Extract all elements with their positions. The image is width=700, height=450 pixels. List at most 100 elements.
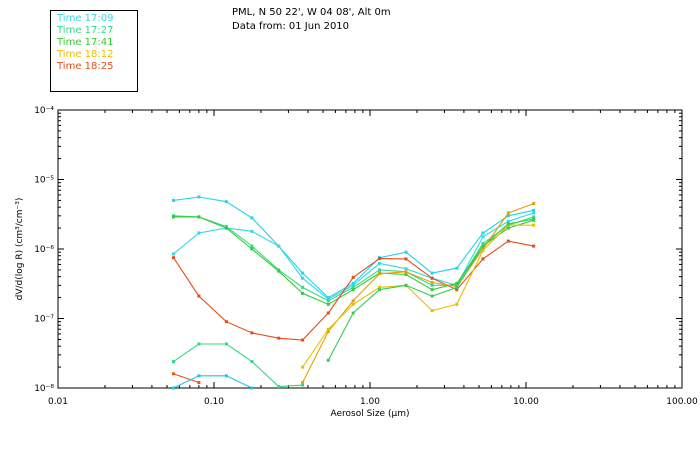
x-tick-label: 0.10 <box>204 397 224 407</box>
data-point <box>197 381 201 384</box>
y-tick-label: 10⁻⁶ <box>34 245 54 255</box>
series-line-5 <box>173 373 200 384</box>
data-point <box>224 342 228 346</box>
data-point <box>378 261 381 265</box>
data-point <box>326 299 330 303</box>
data-point <box>197 294 201 298</box>
data-point <box>224 320 228 324</box>
legend-entry-1727: Time 17:27 <box>57 25 114 36</box>
data-point <box>351 302 355 306</box>
x-tick-label: 100.00 <box>666 397 698 407</box>
data-point <box>277 244 281 248</box>
data-point <box>532 223 536 227</box>
data-point <box>404 270 408 274</box>
data-point <box>250 331 254 335</box>
data-point <box>197 215 201 219</box>
data-point <box>430 294 434 298</box>
data-point <box>481 244 485 248</box>
data-point <box>532 244 536 248</box>
data-point <box>224 226 228 230</box>
data-point <box>250 386 254 390</box>
data-point <box>404 267 408 271</box>
data-point <box>430 281 434 284</box>
data-point <box>197 374 201 378</box>
data-point <box>506 226 510 230</box>
plot-frame <box>57 109 683 389</box>
data-point <box>455 288 459 292</box>
y-tick-label: 10⁻⁴ <box>34 106 54 116</box>
data-point <box>404 283 408 287</box>
data-point <box>277 269 281 273</box>
data-point <box>455 285 459 289</box>
data-point <box>224 200 228 204</box>
data-point <box>430 309 434 313</box>
data-point <box>301 291 305 295</box>
data-point <box>378 272 381 276</box>
y-tick-label: 10⁻⁸ <box>34 384 54 394</box>
data-point <box>326 297 330 301</box>
data-point <box>506 219 510 223</box>
data-point <box>250 244 254 248</box>
data-point <box>326 311 330 315</box>
data-point <box>326 330 330 333</box>
data-point <box>430 283 434 287</box>
legend-entry-1741: Time 17:41 <box>57 37 114 48</box>
series-line-7 <box>173 375 253 389</box>
data-point <box>430 288 434 292</box>
data-point <box>301 285 305 289</box>
data-point <box>197 342 201 346</box>
data-point <box>351 283 355 287</box>
x-tick-label: 0.01 <box>48 397 68 407</box>
data-point <box>351 299 355 303</box>
data-point <box>172 360 175 364</box>
data-point <box>378 257 381 260</box>
data-point <box>455 302 459 306</box>
data-point <box>250 229 254 233</box>
data-point <box>326 302 330 306</box>
data-point <box>481 257 485 261</box>
data-point <box>532 215 536 219</box>
x-axis-label: Aerosol Size (µm) <box>331 409 410 419</box>
data-point <box>351 281 355 285</box>
data-point <box>326 358 330 362</box>
data-point <box>378 285 381 289</box>
data-point <box>172 386 175 390</box>
header-location: PML, N 50 22', W 04 08', Alt 0m <box>232 7 391 18</box>
data-point <box>378 288 381 292</box>
data-point <box>301 381 305 384</box>
data-point <box>455 266 459 270</box>
data-point <box>506 239 510 243</box>
data-point <box>301 271 305 275</box>
x-tick-label: 10.00 <box>513 397 539 407</box>
series-line-9 <box>302 224 534 368</box>
series-line-6 <box>173 343 303 388</box>
data-point <box>481 242 485 245</box>
data-point <box>532 208 536 212</box>
data-point <box>351 311 355 315</box>
y-axis-label: dV/d(log R) (cm³/cm⁻³) <box>15 198 25 301</box>
data-point <box>172 198 175 202</box>
data-point <box>455 281 459 285</box>
data-point <box>481 231 485 235</box>
y-tick-label: 10⁻⁷ <box>34 315 54 325</box>
data-point <box>172 252 175 256</box>
data-point <box>481 249 485 252</box>
data-point <box>506 211 510 215</box>
data-point <box>351 275 355 279</box>
y-tick-label: 10⁻⁵ <box>34 176 54 186</box>
legend: Time 17:09 Time 17:27 Time 17:41 Time 18… <box>50 10 138 92</box>
legend-entry-1825: Time 18:25 <box>57 61 114 72</box>
data-point <box>506 222 510 226</box>
data-point <box>430 276 434 280</box>
data-point <box>430 271 434 275</box>
data-point <box>532 202 536 206</box>
data-point <box>532 217 536 221</box>
data-point <box>250 360 254 364</box>
data-point <box>172 372 175 376</box>
x-tick-label: 1.00 <box>360 397 380 407</box>
data-point <box>172 256 175 260</box>
data-point <box>301 365 305 369</box>
data-point <box>506 214 510 218</box>
legend-entry-1709: Time 17:09 <box>57 13 114 24</box>
